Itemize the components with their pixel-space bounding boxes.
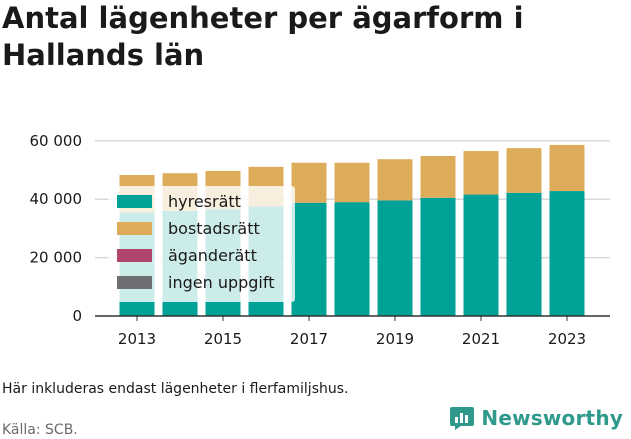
bar-segment (420, 156, 456, 198)
brand-logo: Newsworthy (449, 405, 623, 431)
x-tick-label: 2021 (462, 330, 500, 348)
legend-label: äganderätt (168, 246, 257, 265)
newsworthy-logo-icon (450, 407, 475, 430)
legend-layer: hyresrätt bostadsrätt äganderätt ingen uppg… (108, 186, 295, 302)
legend-swatch (117, 276, 152, 289)
bar-segment (291, 202, 327, 316)
legend-label: ingen uppgift (168, 273, 275, 292)
bar-segment (506, 192, 542, 316)
legend-swatch (117, 249, 152, 262)
chart-title: Antal lägenheter per ägarform i Hallands… (2, 1, 524, 72)
bar-segment (334, 162, 370, 203)
legend-label: hyresrätt (168, 192, 241, 211)
legend-box (108, 186, 295, 302)
x-tick-label: 2019 (376, 330, 414, 348)
y-tick-label: 60 000 (30, 132, 83, 150)
x-tick-label: 2017 (290, 330, 328, 348)
source-text: Källa: SCB. (2, 422, 78, 438)
bar-segment (549, 191, 585, 316)
x-tick-label: 2015 (204, 330, 242, 348)
bar-segment (291, 162, 327, 203)
chart-svg: 0 20 000 40 000 60 000 2013 2015 2017 2019 2021 2… (30, 132, 610, 348)
bar-segment (377, 159, 413, 201)
bar-segment (420, 197, 456, 316)
footnote: Här inkluderas endast lägenheter i flerf… (2, 381, 349, 397)
x-tick-label: 2013 (118, 330, 156, 348)
bar-segment (549, 144, 585, 192)
bar-segment (334, 202, 370, 316)
y-tick-label: 40 000 (30, 190, 83, 208)
legend-swatch (117, 222, 152, 235)
y-tick-label: 20 000 (30, 249, 83, 267)
legend-label: bostadsrätt (168, 219, 260, 238)
bar-segment (463, 151, 499, 195)
legend-swatch (117, 195, 152, 208)
axis-layer: 0 20 000 40 000 60 000 2013 2015 2017 2019 2021 2… (30, 132, 610, 348)
bar-segment (463, 194, 499, 316)
bar-segment (506, 148, 542, 193)
bar-segment (377, 200, 413, 316)
x-tick-label: 2023 (548, 330, 586, 348)
y-tick-label: 0 (72, 307, 82, 325)
brand-name: Newsworthy (481, 406, 623, 430)
